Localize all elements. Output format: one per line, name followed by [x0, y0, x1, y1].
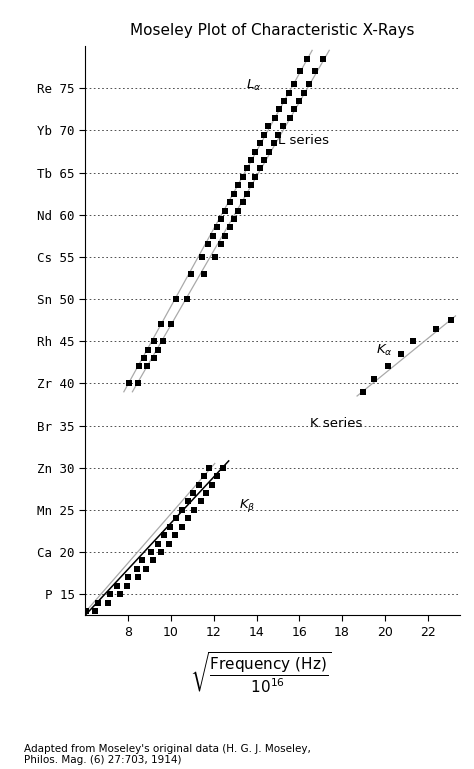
Text: Adapted from Moseley's original data (H. G. J. Moseley,
Philos. Mag. (6) 27:703,: Adapted from Moseley's original data (H.… [24, 744, 310, 765]
Title: Moseley Plot of Characteristic X-Rays: Moseley Plot of Characteristic X-Rays [130, 23, 415, 38]
Text: $\sqrt{\dfrac{\mathrm{Frequency\ (Hz)}}{10^{16}}}$: $\sqrt{\dfrac{\mathrm{Frequency\ (Hz)}}{… [190, 650, 332, 694]
Text: L series: L series [278, 135, 329, 148]
Text: $K_{\beta}$: $K_{\beta}$ [239, 497, 255, 514]
Text: K series: K series [310, 417, 362, 430]
Text: $K_{\alpha}$: $K_{\alpha}$ [376, 343, 393, 358]
Text: $L_{\alpha}$: $L_{\alpha}$ [246, 78, 261, 92]
